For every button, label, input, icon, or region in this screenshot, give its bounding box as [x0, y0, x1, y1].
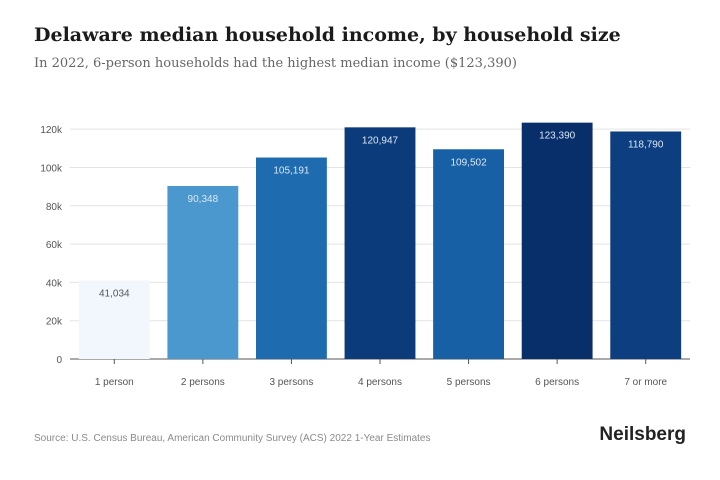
- value-label: 120,947: [362, 135, 399, 146]
- y-tick-label: 20k: [46, 317, 63, 328]
- bar: [521, 122, 593, 359]
- value-label: 118,790: [628, 139, 664, 150]
- chart-subtitle: In 2022, 6-person households had the hig…: [34, 56, 517, 71]
- y-tick-label: 100k: [40, 163, 63, 174]
- value-label: 109,502: [450, 157, 487, 168]
- source-note: Source: U.S. Census Bureau, American Com…: [34, 433, 431, 444]
- bar: [610, 131, 682, 359]
- value-label: 41,034: [99, 288, 130, 299]
- x-tick-label: 1 person: [95, 377, 134, 388]
- x-axis-ticks: 1 person 2 persons 3 persons 4 persons 5 per…: [95, 359, 668, 388]
- brand-logo: Neilsberg: [599, 424, 686, 445]
- chart-title: Delaware median household income, by hou…: [34, 24, 621, 46]
- bar: [78, 280, 150, 359]
- value-label: 105,191: [273, 166, 310, 177]
- x-tick-label: 4 persons: [358, 377, 402, 388]
- y-tick-label: 0: [56, 355, 62, 366]
- y-tick-label: 60k: [46, 240, 63, 251]
- bars: [78, 122, 682, 360]
- x-tick-label: 5 persons: [447, 377, 491, 388]
- value-label: 123,390: [539, 131, 576, 142]
- x-tick-label: 7 or more: [624, 377, 667, 388]
- y-tick-label: 40k: [46, 278, 63, 289]
- x-tick-label: 2 persons: [181, 377, 225, 388]
- y-tick-label: 120k: [40, 125, 63, 136]
- bar: [433, 149, 504, 359]
- bar: [344, 127, 416, 360]
- value-label: 90,348: [188, 194, 219, 205]
- bar: [256, 157, 327, 359]
- bar: [167, 185, 239, 359]
- x-tick-label: 6 persons: [535, 377, 579, 388]
- x-tick-label: 3 persons: [269, 377, 313, 388]
- y-tick-label: 80k: [46, 202, 63, 213]
- y-axis-ticks: 0 20k 40k 60k 80k 100k 120k: [40, 125, 63, 366]
- value-labels: 41,034 90,348 105,191 120,947 109,502 123,390…: [99, 131, 664, 300]
